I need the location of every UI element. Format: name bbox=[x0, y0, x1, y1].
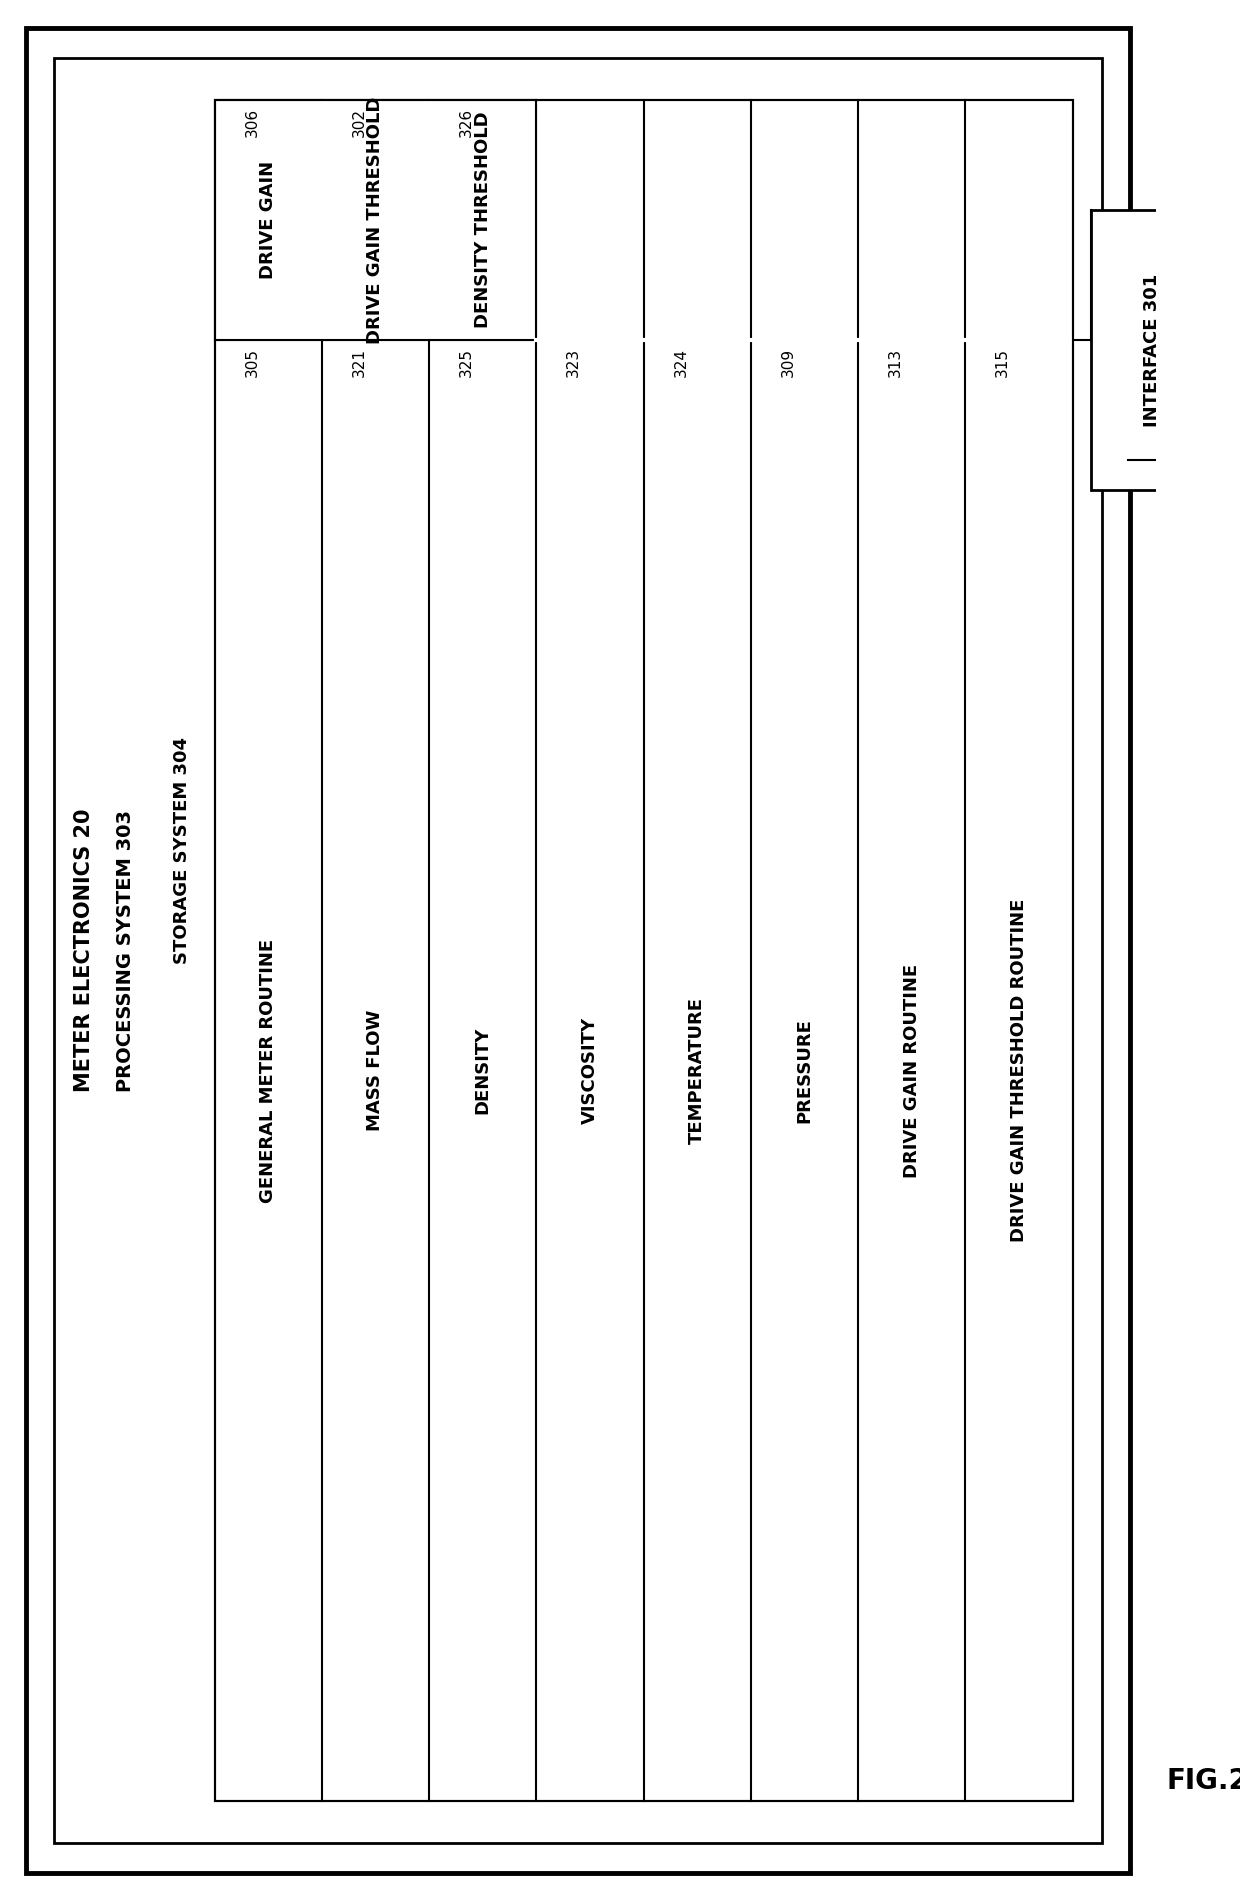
Text: DRIVE GAIN: DRIVE GAIN bbox=[259, 162, 277, 279]
Text: 302: 302 bbox=[352, 108, 367, 137]
Text: 324: 324 bbox=[673, 348, 688, 376]
Text: DENSITY: DENSITY bbox=[474, 1027, 491, 1114]
Text: INTERFACE 301: INTERFACE 301 bbox=[1143, 274, 1161, 426]
Text: GENERAL METER ROUTINE: GENERAL METER ROUTINE bbox=[259, 939, 277, 1203]
Text: 309: 309 bbox=[781, 348, 796, 376]
Text: 325: 325 bbox=[459, 348, 474, 376]
Text: TEMPERATURE: TEMPERATURE bbox=[688, 996, 706, 1144]
Bar bbox=[215, 101, 536, 340]
Text: 315: 315 bbox=[996, 348, 1011, 376]
Text: 305: 305 bbox=[244, 348, 259, 376]
Bar bbox=[215, 101, 1073, 1800]
Bar bbox=[1091, 209, 1213, 490]
Text: 321: 321 bbox=[352, 348, 367, 376]
Text: DRIVE GAIN THRESHOLD ROUTINE: DRIVE GAIN THRESHOLD ROUTINE bbox=[1009, 899, 1028, 1241]
Text: 323: 323 bbox=[567, 348, 582, 376]
Text: DRIVE GAIN ROUTINE: DRIVE GAIN ROUTINE bbox=[903, 964, 920, 1177]
Text: PRESSURE: PRESSURE bbox=[795, 1019, 813, 1123]
Text: METER ELECTRONICS 20: METER ELECTRONICS 20 bbox=[74, 808, 94, 1093]
Text: PROCESSING SYSTEM 303: PROCESSING SYSTEM 303 bbox=[117, 810, 135, 1091]
Text: DENSITY THRESHOLD: DENSITY THRESHOLD bbox=[474, 112, 491, 329]
Text: 326: 326 bbox=[459, 108, 474, 137]
Text: 306: 306 bbox=[244, 108, 259, 137]
Text: VISCOSITY: VISCOSITY bbox=[580, 1017, 599, 1123]
Text: 313: 313 bbox=[888, 348, 903, 376]
Bar bbox=[215, 101, 1073, 1800]
Text: MASS FLOW: MASS FLOW bbox=[366, 1009, 384, 1131]
Text: FIG.2: FIG.2 bbox=[1167, 1768, 1240, 1795]
Text: DRIVE GAIN THRESHOLD: DRIVE GAIN THRESHOLD bbox=[366, 97, 384, 344]
Text: STORAGE SYSTEM 304: STORAGE SYSTEM 304 bbox=[172, 738, 191, 964]
